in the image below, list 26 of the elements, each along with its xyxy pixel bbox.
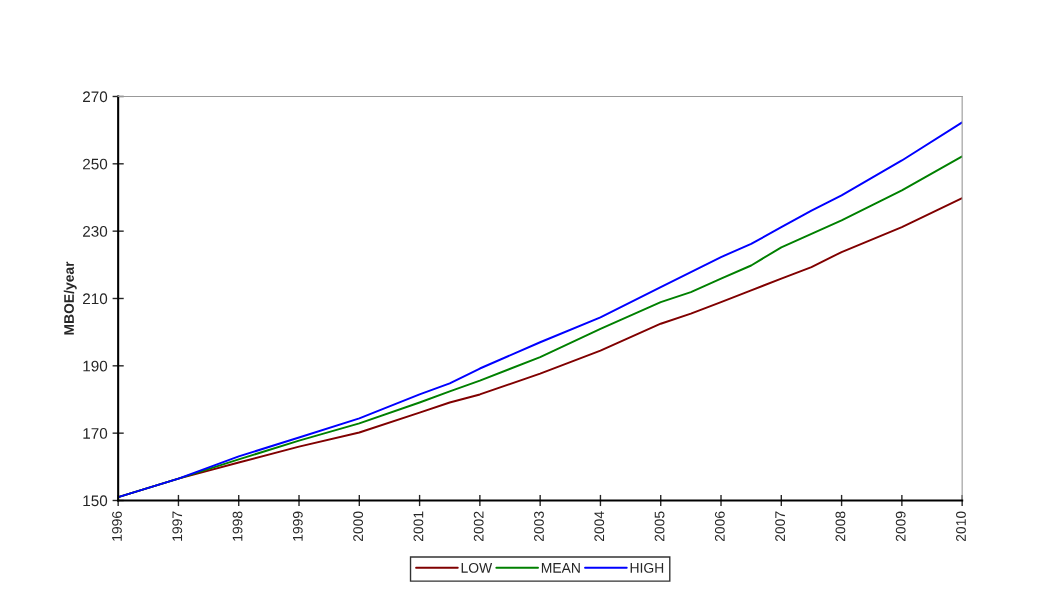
y-tick-label: 210: [83, 293, 108, 305]
x-tick-label: 1996: [112, 511, 122, 541]
y-tick-label: 250: [83, 158, 108, 170]
x-tick-label: 2009: [895, 511, 906, 542]
x-tick-label: 2002: [473, 511, 484, 542]
legend-label: HIGH: [630, 562, 664, 573]
y-tick-label: 150: [83, 495, 108, 507]
x-tick-label: 2000: [353, 511, 364, 542]
x-tick-label: 1998: [232, 511, 243, 541]
x-tick-label: 1997: [172, 511, 183, 541]
legend-label: MEAN: [541, 563, 580, 573]
y-tick-label: 270: [83, 91, 108, 103]
y-tick-label: 190: [83, 360, 108, 372]
legend-label: LOW: [461, 562, 493, 573]
x-tick-label: 2008: [835, 511, 846, 542]
y-tick-label: 230: [83, 226, 108, 237]
x-tick-label: 2004: [594, 511, 605, 542]
x-tick-label: 1999: [292, 511, 303, 541]
x-tick-label: 2006: [714, 511, 725, 542]
x-tick-label: 2001: [413, 511, 424, 542]
x-tick-label: 2007: [775, 511, 786, 542]
y-axis-title: MBOE/year: [63, 261, 77, 335]
x-tick-label: 2005: [654, 511, 665, 542]
x-tick-label: 2003: [534, 511, 544, 542]
y-tick-label: 170: [83, 428, 108, 439]
x-tick-label: 2010: [956, 511, 966, 542]
